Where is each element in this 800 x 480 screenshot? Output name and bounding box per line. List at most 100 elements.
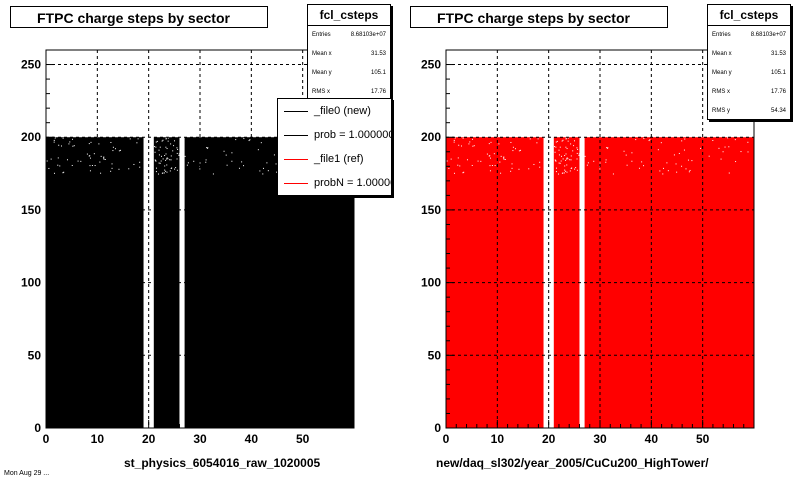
speckle-point <box>243 165 245 167</box>
speckle-point <box>689 169 691 171</box>
speckle-point <box>226 164 228 166</box>
speckle-point <box>77 160 79 162</box>
speckle-point <box>164 155 166 157</box>
x-tick-label: 50 <box>296 432 310 446</box>
speckle-point <box>165 138 167 140</box>
speckle-point <box>159 146 161 148</box>
speckle-point <box>207 147 209 149</box>
speckle-point <box>112 146 114 148</box>
x-tick-label: 10 <box>491 432 505 446</box>
speckle-point <box>518 168 520 170</box>
speckle-point <box>205 159 207 161</box>
speckle-point <box>565 170 567 172</box>
speckle-point <box>490 141 492 143</box>
speckle-point <box>528 168 530 170</box>
speckle-point <box>473 145 475 147</box>
speckle-point <box>167 140 169 142</box>
speckle-point <box>684 138 686 140</box>
speckle-point <box>167 137 169 139</box>
speckle-point <box>563 172 565 174</box>
speckle-point <box>593 160 595 162</box>
speckle-point <box>489 165 491 167</box>
speckle-point <box>518 150 520 152</box>
speckle-point <box>555 160 557 162</box>
left-legend: _file0 (new) prob = 1.000000 _file1 (ref… <box>277 98 392 196</box>
right-title: FTPC charge steps by sector <box>410 6 668 28</box>
speckle-point <box>724 146 726 148</box>
speckle-point <box>163 172 165 174</box>
speckle-point <box>584 155 586 157</box>
speckle-point <box>53 172 55 174</box>
speckle-point <box>199 162 201 164</box>
speckle-point <box>472 145 474 147</box>
speckle-point <box>243 138 245 140</box>
speckle-point <box>165 137 167 139</box>
speckle-point <box>176 147 178 149</box>
speckle-point <box>205 161 207 163</box>
speckle-point <box>728 146 730 148</box>
left-stats-row: Entries 8.68103e+07 <box>312 32 386 38</box>
speckle-point <box>625 154 627 156</box>
speckle-point <box>169 170 171 172</box>
speckle-point <box>460 145 462 147</box>
speckle-point <box>635 139 637 141</box>
speckle-point <box>62 172 64 174</box>
speckle-point <box>718 147 720 149</box>
speckle-point <box>223 150 225 152</box>
speckle-point <box>164 165 166 167</box>
x-tick-label: 30 <box>193 432 207 446</box>
speckle-point <box>173 145 175 147</box>
speckle-point <box>681 140 683 142</box>
speckle-point <box>503 157 505 159</box>
speckle-point <box>712 139 714 141</box>
speckle-point <box>480 160 482 162</box>
speckle-point <box>688 171 690 173</box>
y-tick-label: 0 <box>434 421 441 435</box>
speckle-point <box>571 167 573 169</box>
x-tick-label: 30 <box>593 432 607 446</box>
speckle-point <box>166 157 168 159</box>
left-panel: 0 10 20 30 40 50 0 50 100 150 200 250 FTPC charge s… <box>10 4 392 470</box>
speckle-point <box>166 171 168 173</box>
right-stats-box: fcl_csteps Entries 8.68103e+07 Mean x 31.5… <box>707 4 791 120</box>
speckle-point <box>649 139 651 141</box>
speckle-point <box>558 149 560 151</box>
speckle-point <box>249 139 251 141</box>
speckle-point <box>469 141 471 143</box>
speckle-point <box>206 147 208 149</box>
speckle-point <box>605 159 607 161</box>
speckle-point <box>489 157 491 159</box>
right-title-text: FTPC charge steps by sector <box>437 10 630 26</box>
speckle-point <box>98 143 100 145</box>
speckle-point <box>520 149 522 151</box>
speckle-point <box>565 159 567 161</box>
speckle-point <box>500 155 502 157</box>
speckle-point <box>262 173 264 175</box>
y-tick-label: 50 <box>428 348 442 362</box>
speckle-point <box>137 138 139 140</box>
speckle-point <box>566 157 568 159</box>
speckle-point <box>565 137 567 139</box>
speckle-point <box>512 150 514 152</box>
speckle-point <box>162 172 164 174</box>
speckle-point <box>103 157 105 159</box>
speckle-point <box>569 159 571 161</box>
speckle-point <box>176 169 178 171</box>
x-tick-label: 20 <box>542 432 556 446</box>
speckle-point <box>155 171 157 173</box>
speckle-point <box>454 137 456 139</box>
speckle-point <box>275 163 277 165</box>
speckle-point <box>59 165 61 167</box>
speckle-point <box>560 160 562 162</box>
speckle-point <box>570 143 572 145</box>
left-stats-row: Mean y 105.1 <box>312 70 386 76</box>
legend-entry: _file0 (new) <box>278 99 391 123</box>
speckle-point <box>225 154 227 156</box>
speckle-point <box>740 151 742 153</box>
speckle-point <box>259 170 261 172</box>
speckle-point <box>471 164 473 166</box>
speckle-point <box>154 146 156 148</box>
right-stats-name: fcl_csteps <box>708 5 790 26</box>
speckle-point <box>260 142 262 144</box>
speckle-point <box>155 141 157 143</box>
